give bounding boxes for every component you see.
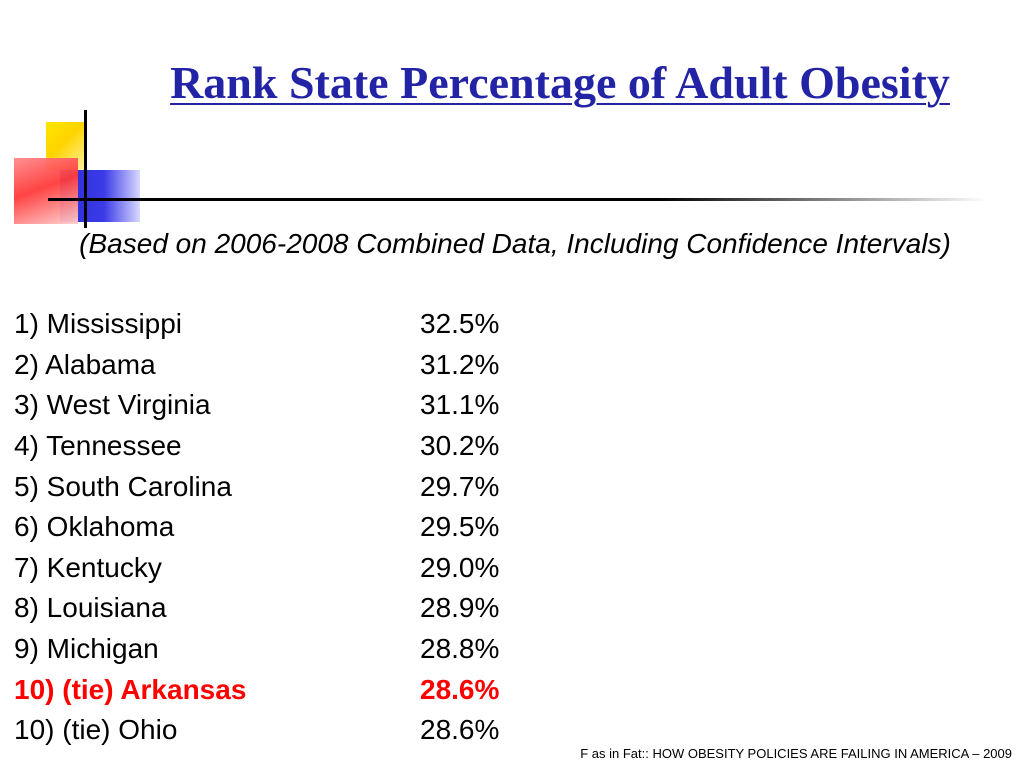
red-square-decoration <box>14 158 78 224</box>
vertical-rule <box>84 110 87 228</box>
horizontal-rule <box>48 198 988 201</box>
obesity-percentage: 31.2% <box>420 348 500 380</box>
slide-subtitle: (Based on 2006-2008 Combined Data, Inclu… <box>79 228 951 259</box>
state-name: 7) Kentucky <box>14 551 162 583</box>
obesity-percentage: 31.1% <box>420 389 500 421</box>
state-name: 10) (tie) Arkansas <box>14 673 247 705</box>
obesity-percentage: 28.6% <box>420 714 500 746</box>
state-name: 6) Oklahoma <box>14 511 175 543</box>
state-name: 10) (tie) Ohio <box>14 714 178 746</box>
obesity-percentage: 29.0% <box>420 551 500 583</box>
state-name: 5) South Carolina <box>14 470 232 502</box>
ranking-row-1: 1) Mississippi 32.5% <box>14 304 614 345</box>
state-name: 9) Michigan <box>14 633 159 665</box>
state-name: 8) Louisiana <box>14 592 167 624</box>
ranking-row-10-highlighted: 10) (tie) Arkansas 28.6% <box>14 669 614 710</box>
ranking-row-8: 8) Louisiana 28.9% <box>14 588 614 629</box>
ranking-row-5: 5) South Carolina 29.7% <box>14 466 614 507</box>
obesity-percentage: 29.5% <box>420 511 500 543</box>
state-name: 2) Alabama <box>14 348 156 380</box>
obesity-percentage: 30.2% <box>420 430 500 462</box>
state-name: 1) Mississippi <box>14 308 183 340</box>
obesity-percentage: 28.8% <box>420 633 500 665</box>
ranking-row-6: 6) Oklahoma 29.5% <box>14 507 614 548</box>
ranking-row-11: 10) (tie) Ohio 28.6% <box>14 710 614 751</box>
source-citation: F as in Fat:: HOW OBESITY POLICIES ARE F… <box>580 746 1012 761</box>
state-name: 4) Tennessee <box>14 430 182 462</box>
state-name: 3) West Virginia <box>14 389 211 421</box>
obesity-percentage: 32.5% <box>420 308 500 340</box>
ranking-row-4: 4) Tennessee 30.2% <box>14 426 614 467</box>
ranking-row-2: 2) Alabama 31.2% <box>14 345 614 386</box>
ranking-row-7: 7) Kentucky 29.0% <box>14 548 614 589</box>
slide-title: Rank State Percentage of Adult Obesity <box>170 57 950 108</box>
obesity-percentage: 28.9% <box>420 592 500 624</box>
ranking-list: 1) Mississippi 32.5% 2) Alabama 31.2% 3)… <box>14 304 614 751</box>
obesity-percentage: 29.7% <box>420 470 500 502</box>
obesity-percentage: 28.6% <box>420 673 500 705</box>
ranking-row-9: 9) Michigan 28.8% <box>14 629 614 670</box>
ranking-row-3: 3) West Virginia 31.1% <box>14 385 614 426</box>
